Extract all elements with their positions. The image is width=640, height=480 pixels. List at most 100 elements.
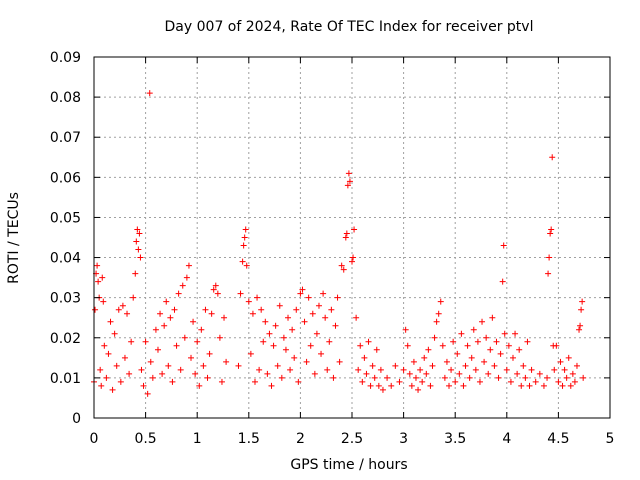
data-point [343, 230, 350, 237]
data-point [167, 314, 174, 321]
data-point [98, 382, 105, 389]
data-point [291, 354, 298, 361]
data-point [479, 318, 486, 325]
data-point [346, 178, 353, 185]
data-point [303, 358, 310, 365]
data-point [472, 366, 479, 373]
data-point [256, 366, 263, 373]
data-point [221, 314, 228, 321]
data-point [497, 350, 504, 357]
data-point [254, 294, 261, 301]
data-point [274, 362, 281, 369]
data-point [563, 374, 570, 381]
data-point [338, 262, 345, 269]
data-point [161, 322, 168, 329]
data-point [431, 334, 438, 341]
data-point [412, 374, 419, 381]
data-point [264, 370, 271, 377]
data-point [301, 318, 308, 325]
data-point [206, 350, 213, 357]
data-point [243, 262, 250, 269]
data-point [175, 290, 182, 297]
data-point [499, 278, 506, 285]
data-point [107, 318, 114, 325]
data-point [441, 374, 448, 381]
data-point [518, 382, 525, 389]
data-point [369, 362, 376, 369]
data-point [115, 306, 122, 313]
data-point [100, 298, 107, 305]
y-tick-label: 0.07 [50, 130, 81, 146]
data-point [429, 362, 436, 369]
data-point [546, 254, 553, 261]
data-point [446, 382, 453, 389]
data-point [396, 378, 403, 385]
data-point [92, 306, 99, 313]
data-point [456, 370, 463, 377]
data-point [239, 258, 246, 265]
data-point [299, 286, 306, 293]
data-point [241, 234, 248, 241]
data-point [242, 226, 249, 233]
data-point [474, 338, 481, 345]
data-point [190, 318, 197, 325]
data-point [181, 334, 188, 341]
data-point [154, 346, 161, 353]
data-point [101, 342, 108, 349]
x-tick-label: 1 [193, 431, 202, 447]
data-point [540, 382, 547, 389]
data-point [124, 310, 131, 317]
data-point [462, 362, 469, 369]
data-point [295, 378, 302, 385]
data-point [458, 330, 465, 337]
data-point [481, 358, 488, 365]
data-point [311, 370, 318, 377]
data-point [200, 362, 207, 369]
data-point [276, 302, 283, 309]
data-point [165, 362, 172, 369]
data-point [318, 350, 325, 357]
data-point [152, 326, 159, 333]
data-point [503, 366, 510, 373]
data-point [365, 338, 372, 345]
data-point [392, 362, 399, 369]
data-point [216, 334, 223, 341]
data-point [439, 342, 446, 349]
data-point [512, 330, 519, 337]
y-tick-label: 0.06 [50, 170, 81, 186]
data-point [544, 374, 551, 381]
data-point [159, 370, 166, 377]
data-point [561, 366, 568, 373]
data-point [328, 306, 335, 313]
tick-labels: 0 0.5 1 1.5 2 2.5 3 3.5 4 4.5 5 0 0.01 0.02 0.03 0.04 0.… [50, 50, 615, 447]
data-point [549, 154, 556, 161]
data-point [578, 306, 585, 313]
data-point [280, 334, 287, 341]
data-point [138, 366, 145, 373]
data-point [94, 262, 101, 269]
data-point [476, 378, 483, 385]
x-tick-label: 4.5 [547, 431, 569, 447]
data-point [179, 282, 186, 289]
data-point [551, 366, 558, 373]
data-point [132, 270, 139, 277]
data-point [443, 358, 450, 365]
data-point [144, 390, 151, 397]
data-point [130, 294, 137, 301]
data-point [349, 258, 355, 265]
data-point [136, 230, 143, 237]
data-point [357, 342, 364, 349]
data-point [185, 262, 192, 269]
data-point [251, 378, 258, 385]
data-point [247, 350, 254, 357]
data-point [367, 382, 374, 389]
data-point [491, 362, 498, 369]
y-tick-label: 0.01 [50, 371, 81, 387]
data-point [355, 366, 362, 373]
data-point [408, 382, 415, 389]
data-point [258, 306, 265, 313]
data-point [137, 254, 144, 261]
data-point [567, 382, 574, 389]
data-point [350, 254, 357, 261]
data-point [188, 354, 195, 361]
